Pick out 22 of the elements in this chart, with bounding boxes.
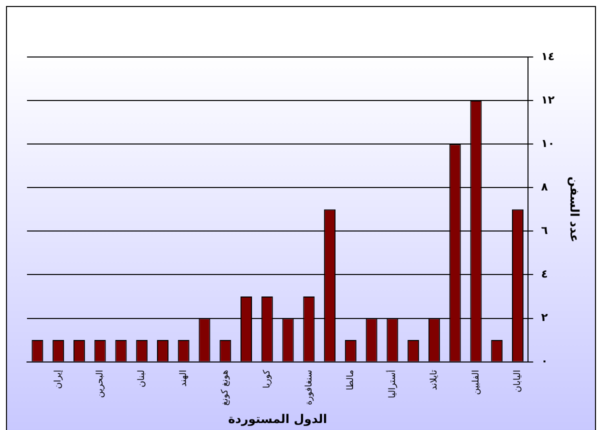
x-tick-label: سنغافورة	[304, 370, 314, 406]
y-tick-label: ٦	[541, 224, 548, 238]
y-tick-label: ١٤	[541, 50, 555, 63]
y-tick-label: ٢	[541, 311, 548, 324]
x-tick-label: تايلاند	[430, 369, 440, 390]
x-tick-label: لبنان	[137, 370, 148, 388]
x-tick-label: هونغ كونغ	[220, 370, 231, 406]
x-tick-label: الفلبين	[471, 370, 482, 395]
x-tick-label: اليابان	[513, 370, 524, 392]
x-tick-label: مالطا	[346, 370, 356, 390]
y-tick-label: ١٢	[541, 93, 555, 106]
x-tick-label: أستراليا	[386, 370, 398, 398]
x-tick-label: البحرين	[95, 370, 106, 398]
y-axis-title: عدد السفن	[568, 176, 582, 242]
y-tick-label: ٤	[541, 268, 548, 281]
y-tick-label: ٠	[541, 354, 548, 368]
y-tick-label: ١٠	[541, 136, 555, 150]
x-tick-label: إيران	[54, 370, 64, 389]
x-tick-label: الهند	[178, 370, 189, 387]
y-tick-label: ٨	[541, 180, 548, 194]
x-tick-label: كوريا	[262, 369, 272, 388]
x-axis-title: الدول المستوردة	[228, 412, 328, 426]
